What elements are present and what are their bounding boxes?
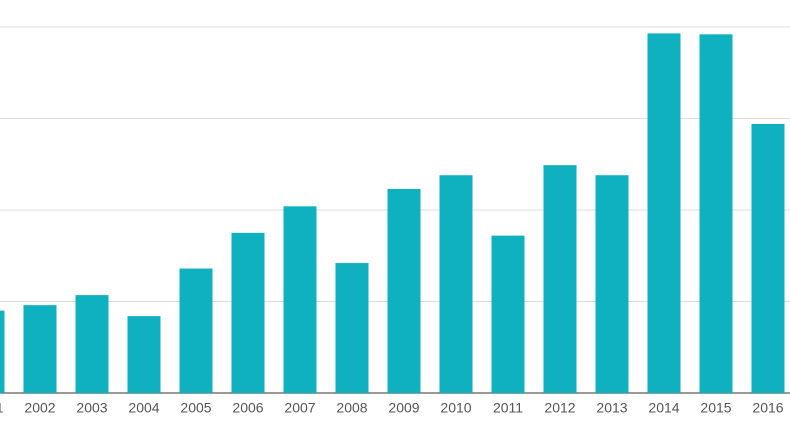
x-tick-label: 2004 [128,400,159,416]
x-tick-label: 2010 [440,400,471,416]
x-tick-label: 2012 [544,400,575,416]
x-tick-label: 2016 [752,400,783,416]
x-tick-label: 2008 [336,400,367,416]
x-tick-label: 2002 [24,400,55,416]
bar [699,34,733,393]
bar [439,175,473,393]
bar [23,305,57,393]
x-tick-label: 2006 [232,400,263,416]
bar [127,316,161,393]
x-tick-label: 2003 [76,400,107,416]
bar [283,206,317,393]
bar [387,188,421,393]
x-tick-label: 2007 [284,400,315,416]
x-tick-label: 2011 [493,400,523,416]
x-tick-label: 2005 [180,400,211,416]
bar [491,235,525,393]
x-tick-label: 2001 [0,400,4,416]
bar [179,268,213,393]
x-tick-label: 2013 [596,400,627,416]
x-tick-label: 2014 [648,400,679,416]
bar [595,175,629,393]
bar [543,165,577,393]
bar [75,295,109,393]
bar [335,263,369,393]
bar [751,123,785,394]
x-tick-label: 2009 [388,400,419,416]
bar [0,310,5,393]
bar [647,33,681,393]
x-tick-label: 2015 [700,400,731,416]
bar [231,232,265,393]
